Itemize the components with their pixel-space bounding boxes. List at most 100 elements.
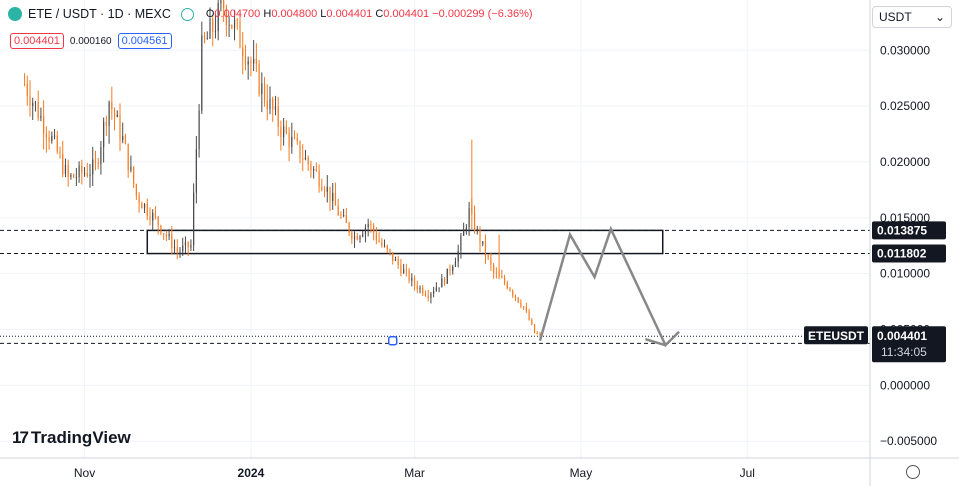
candle-body <box>190 245 192 248</box>
candle-body <box>182 245 184 252</box>
candle-body <box>484 241 487 256</box>
candle-body <box>310 164 312 171</box>
candle-body <box>212 18 214 32</box>
candle-body <box>503 277 506 283</box>
candle-body <box>23 83 26 85</box>
candle-body <box>528 311 530 321</box>
candle-body <box>43 115 45 134</box>
candle-body <box>449 268 451 271</box>
candle-body <box>250 61 252 64</box>
candle-body <box>62 153 64 175</box>
candle-body <box>285 126 287 133</box>
candle-body <box>536 332 538 334</box>
sell-price-button[interactable]: 0.004401 <box>10 33 64 49</box>
candle-body <box>364 227 367 235</box>
projection-path <box>538 225 680 348</box>
candle-body <box>135 184 137 196</box>
candle-body <box>89 174 91 176</box>
candle-body <box>119 114 121 140</box>
candle-body <box>473 212 476 231</box>
candle-body <box>476 229 478 231</box>
candle-body <box>154 212 157 217</box>
candle-body <box>403 269 405 274</box>
candle-body <box>392 252 394 261</box>
candle-body <box>514 295 517 298</box>
candle-body <box>318 170 320 187</box>
candle-body <box>116 114 118 117</box>
settings-gear-icon[interactable] <box>906 465 920 479</box>
candle-body <box>228 25 230 27</box>
tradingview-logo[interactable]: 17 TradingView <box>12 428 131 448</box>
tradingview-logo-text: TradingView <box>30 428 131 447</box>
y-tick-label: 0.030000 <box>880 43 930 57</box>
x-tick-label: 2024 <box>238 466 265 480</box>
buy-price-button[interactable]: 0.004561 <box>117 33 172 49</box>
candle-body <box>430 293 432 298</box>
candle-body <box>479 229 481 244</box>
candle-body <box>315 169 317 171</box>
candle-body <box>168 234 170 237</box>
open-value: 0.004700 <box>214 8 261 20</box>
candle-body <box>348 222 350 233</box>
candle-body <box>463 229 465 236</box>
candle-body <box>64 164 67 175</box>
candle-body <box>67 164 69 177</box>
eye-icon[interactable] <box>180 7 194 21</box>
candle-body <box>81 165 83 174</box>
candle-body <box>280 126 282 138</box>
candle-body <box>457 250 459 262</box>
candle-body <box>165 234 167 237</box>
y-tick-label: 0.020000 <box>880 155 930 169</box>
candle-body <box>97 162 99 165</box>
candle-body <box>195 149 197 193</box>
candle-body <box>468 208 470 228</box>
candle-body <box>163 233 165 235</box>
candle-body <box>143 203 146 209</box>
candle-body <box>173 247 176 249</box>
candle-body <box>261 83 263 95</box>
symbol-title[interactable]: ETE / USDT · 1D · MEXC <box>28 7 171 21</box>
candle-body <box>253 58 255 64</box>
candle-body <box>233 20 236 28</box>
candle-body <box>176 247 178 252</box>
candle-body <box>386 245 388 250</box>
currency-select[interactable]: USDT ⌄ <box>872 6 952 28</box>
candle-body <box>452 266 454 271</box>
candle-body <box>359 236 361 240</box>
candle-body <box>48 137 50 142</box>
candle-body <box>220 0 222 4</box>
candle-body <box>152 212 154 221</box>
candle-body <box>70 174 72 177</box>
candle-body <box>291 136 293 147</box>
candle-body <box>427 295 429 298</box>
candle-body <box>321 186 323 190</box>
candle-body <box>465 227 467 230</box>
candle-body <box>443 278 446 284</box>
candle-body <box>113 109 116 117</box>
low-value: 0.004401 <box>326 8 373 20</box>
tv-mark-icon: 17 <box>12 428 29 447</box>
candle-body <box>343 215 345 217</box>
y-tick-label: 0.015000 <box>880 211 930 225</box>
candle-body <box>179 251 181 253</box>
candle-body <box>487 255 489 258</box>
candle-body <box>495 273 497 275</box>
candle-body <box>351 232 353 240</box>
candle-body <box>441 278 443 288</box>
candle-body <box>326 186 328 192</box>
candle-body <box>523 306 525 308</box>
candle-body <box>304 157 307 160</box>
candle-body <box>201 35 203 111</box>
candle-body <box>337 205 339 216</box>
zone-layer <box>146 229 664 255</box>
candle-body <box>525 307 527 312</box>
candle-body <box>184 241 187 246</box>
candle-body <box>424 293 427 296</box>
candle-body <box>29 96 31 106</box>
candle-body <box>242 47 244 57</box>
projection-layer <box>387 225 680 348</box>
candle-body <box>187 241 189 248</box>
candle-body <box>157 216 159 226</box>
candle-body <box>231 25 233 28</box>
